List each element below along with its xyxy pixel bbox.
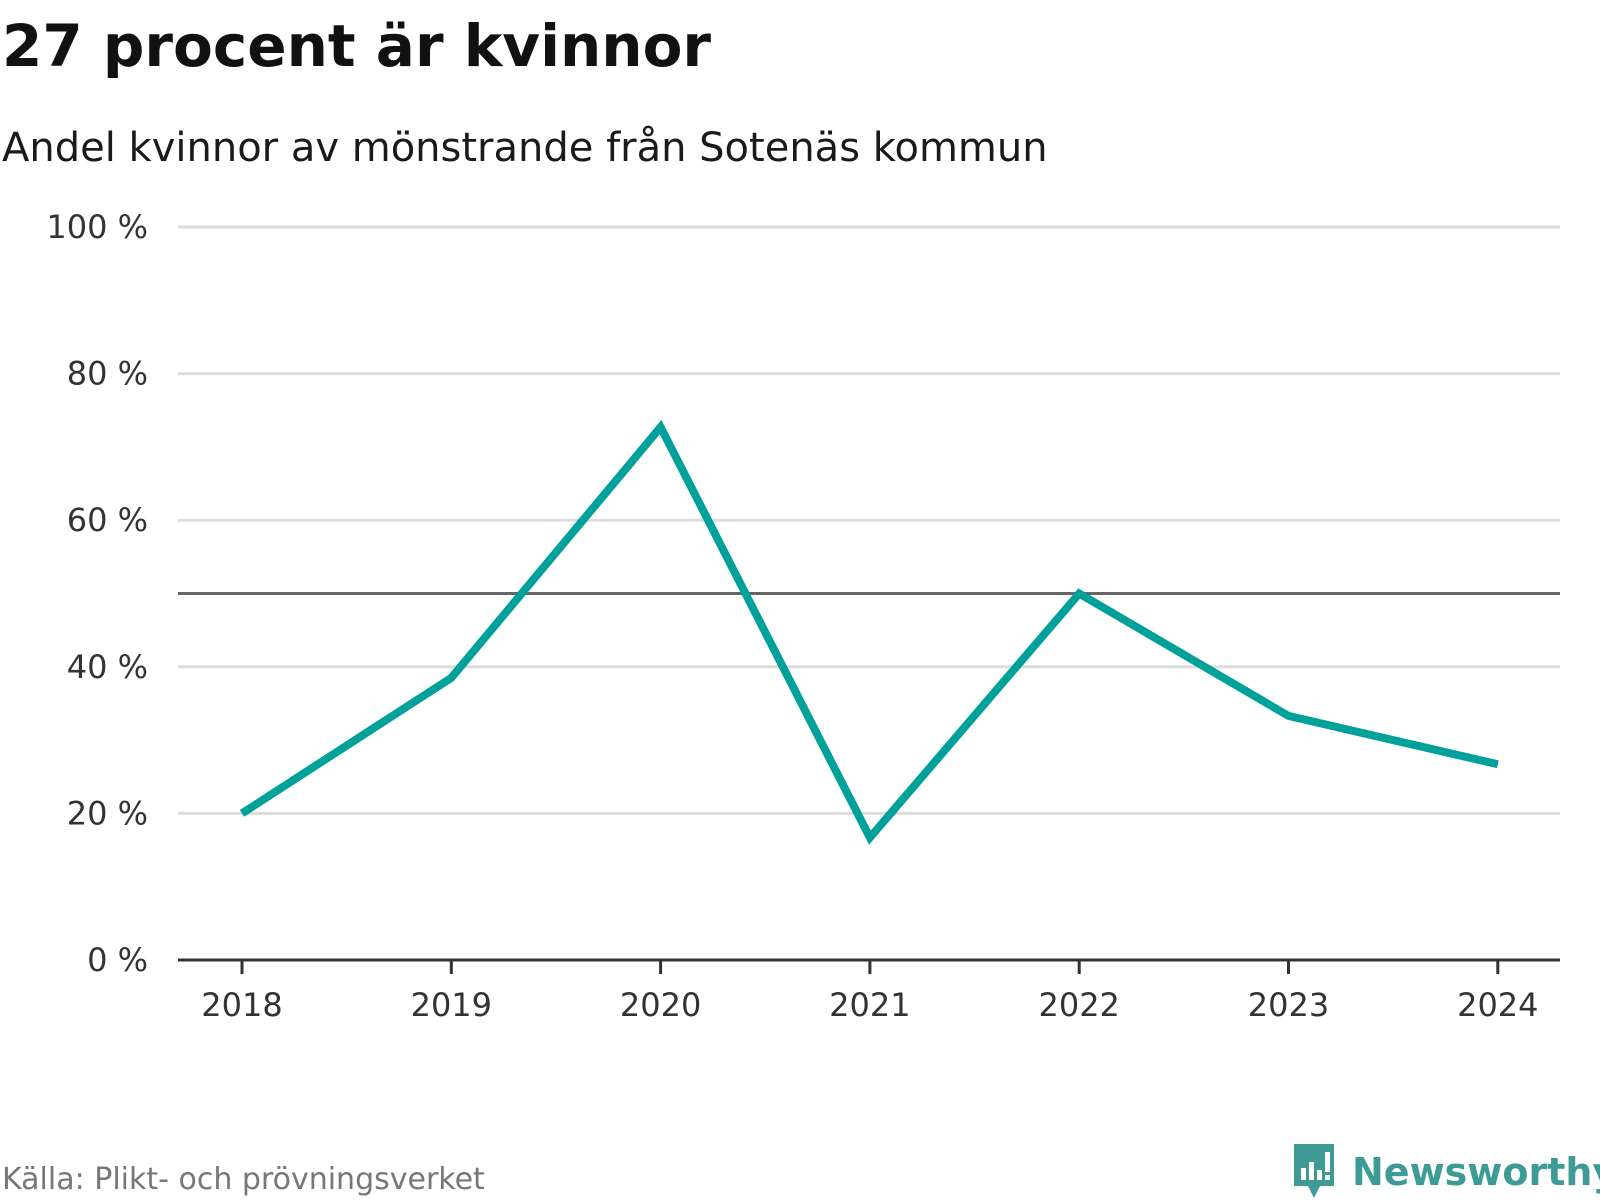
data-point-2024 [1497, 763, 1499, 765]
chart-title: 27 procent är kvinnor [2, 12, 712, 80]
x-axis-labels: 2018 2019 2020 2021 2022 2023 2024 [201, 986, 1538, 1024]
line-chart: 0 % 20 % 40 % 60 % 80 % 100 % 2018 2019 2020 202… [46, 208, 1560, 1024]
x-tick-label: 2020 [620, 986, 701, 1024]
data-point-2022 [1078, 593, 1080, 594]
x-tick-label: 2023 [1248, 986, 1329, 1024]
y-tick-label: 60 % [67, 501, 148, 539]
y-tick-label: 20 % [67, 794, 148, 832]
data-point-2023 [1288, 715, 1289, 717]
y-tick-label: 0 % [87, 941, 148, 979]
gridlines [178, 225, 1560, 815]
x-tick-label: 2019 [411, 986, 492, 1024]
y-tick-label: 100 % [46, 208, 148, 246]
x-tick-label: 2024 [1457, 986, 1538, 1024]
series-group [239, 419, 1499, 845]
series-line-0 [239, 419, 1499, 845]
chart-subtitle: Andel kvinnor av mönstrande från Sotenäs… [2, 125, 1048, 171]
y-tick-label: 80 % [67, 355, 148, 393]
newsworthy-logo-icon [1294, 1144, 1334, 1198]
data-point-2018 [241, 812, 243, 814]
data-point-2020 [660, 426, 662, 428]
brand-name: Newsworthy [1352, 1150, 1600, 1194]
brand-logo: Newsworthy [1290, 1140, 1600, 1204]
x-tick-label: 2022 [1038, 986, 1119, 1024]
x-tick-label: 2018 [201, 986, 282, 1024]
x-tick-label: 2021 [829, 986, 910, 1024]
source-note: Källa: Plikt- och prövningsverket [2, 1162, 485, 1197]
y-axis-labels: 0 % 20 % 40 % 60 % 80 % 100 % [46, 208, 148, 979]
y-tick-label: 40 % [67, 648, 148, 686]
x-axis [178, 958, 1560, 974]
data-point-2019 [450, 677, 452, 679]
data-point-2021 [869, 837, 871, 839]
